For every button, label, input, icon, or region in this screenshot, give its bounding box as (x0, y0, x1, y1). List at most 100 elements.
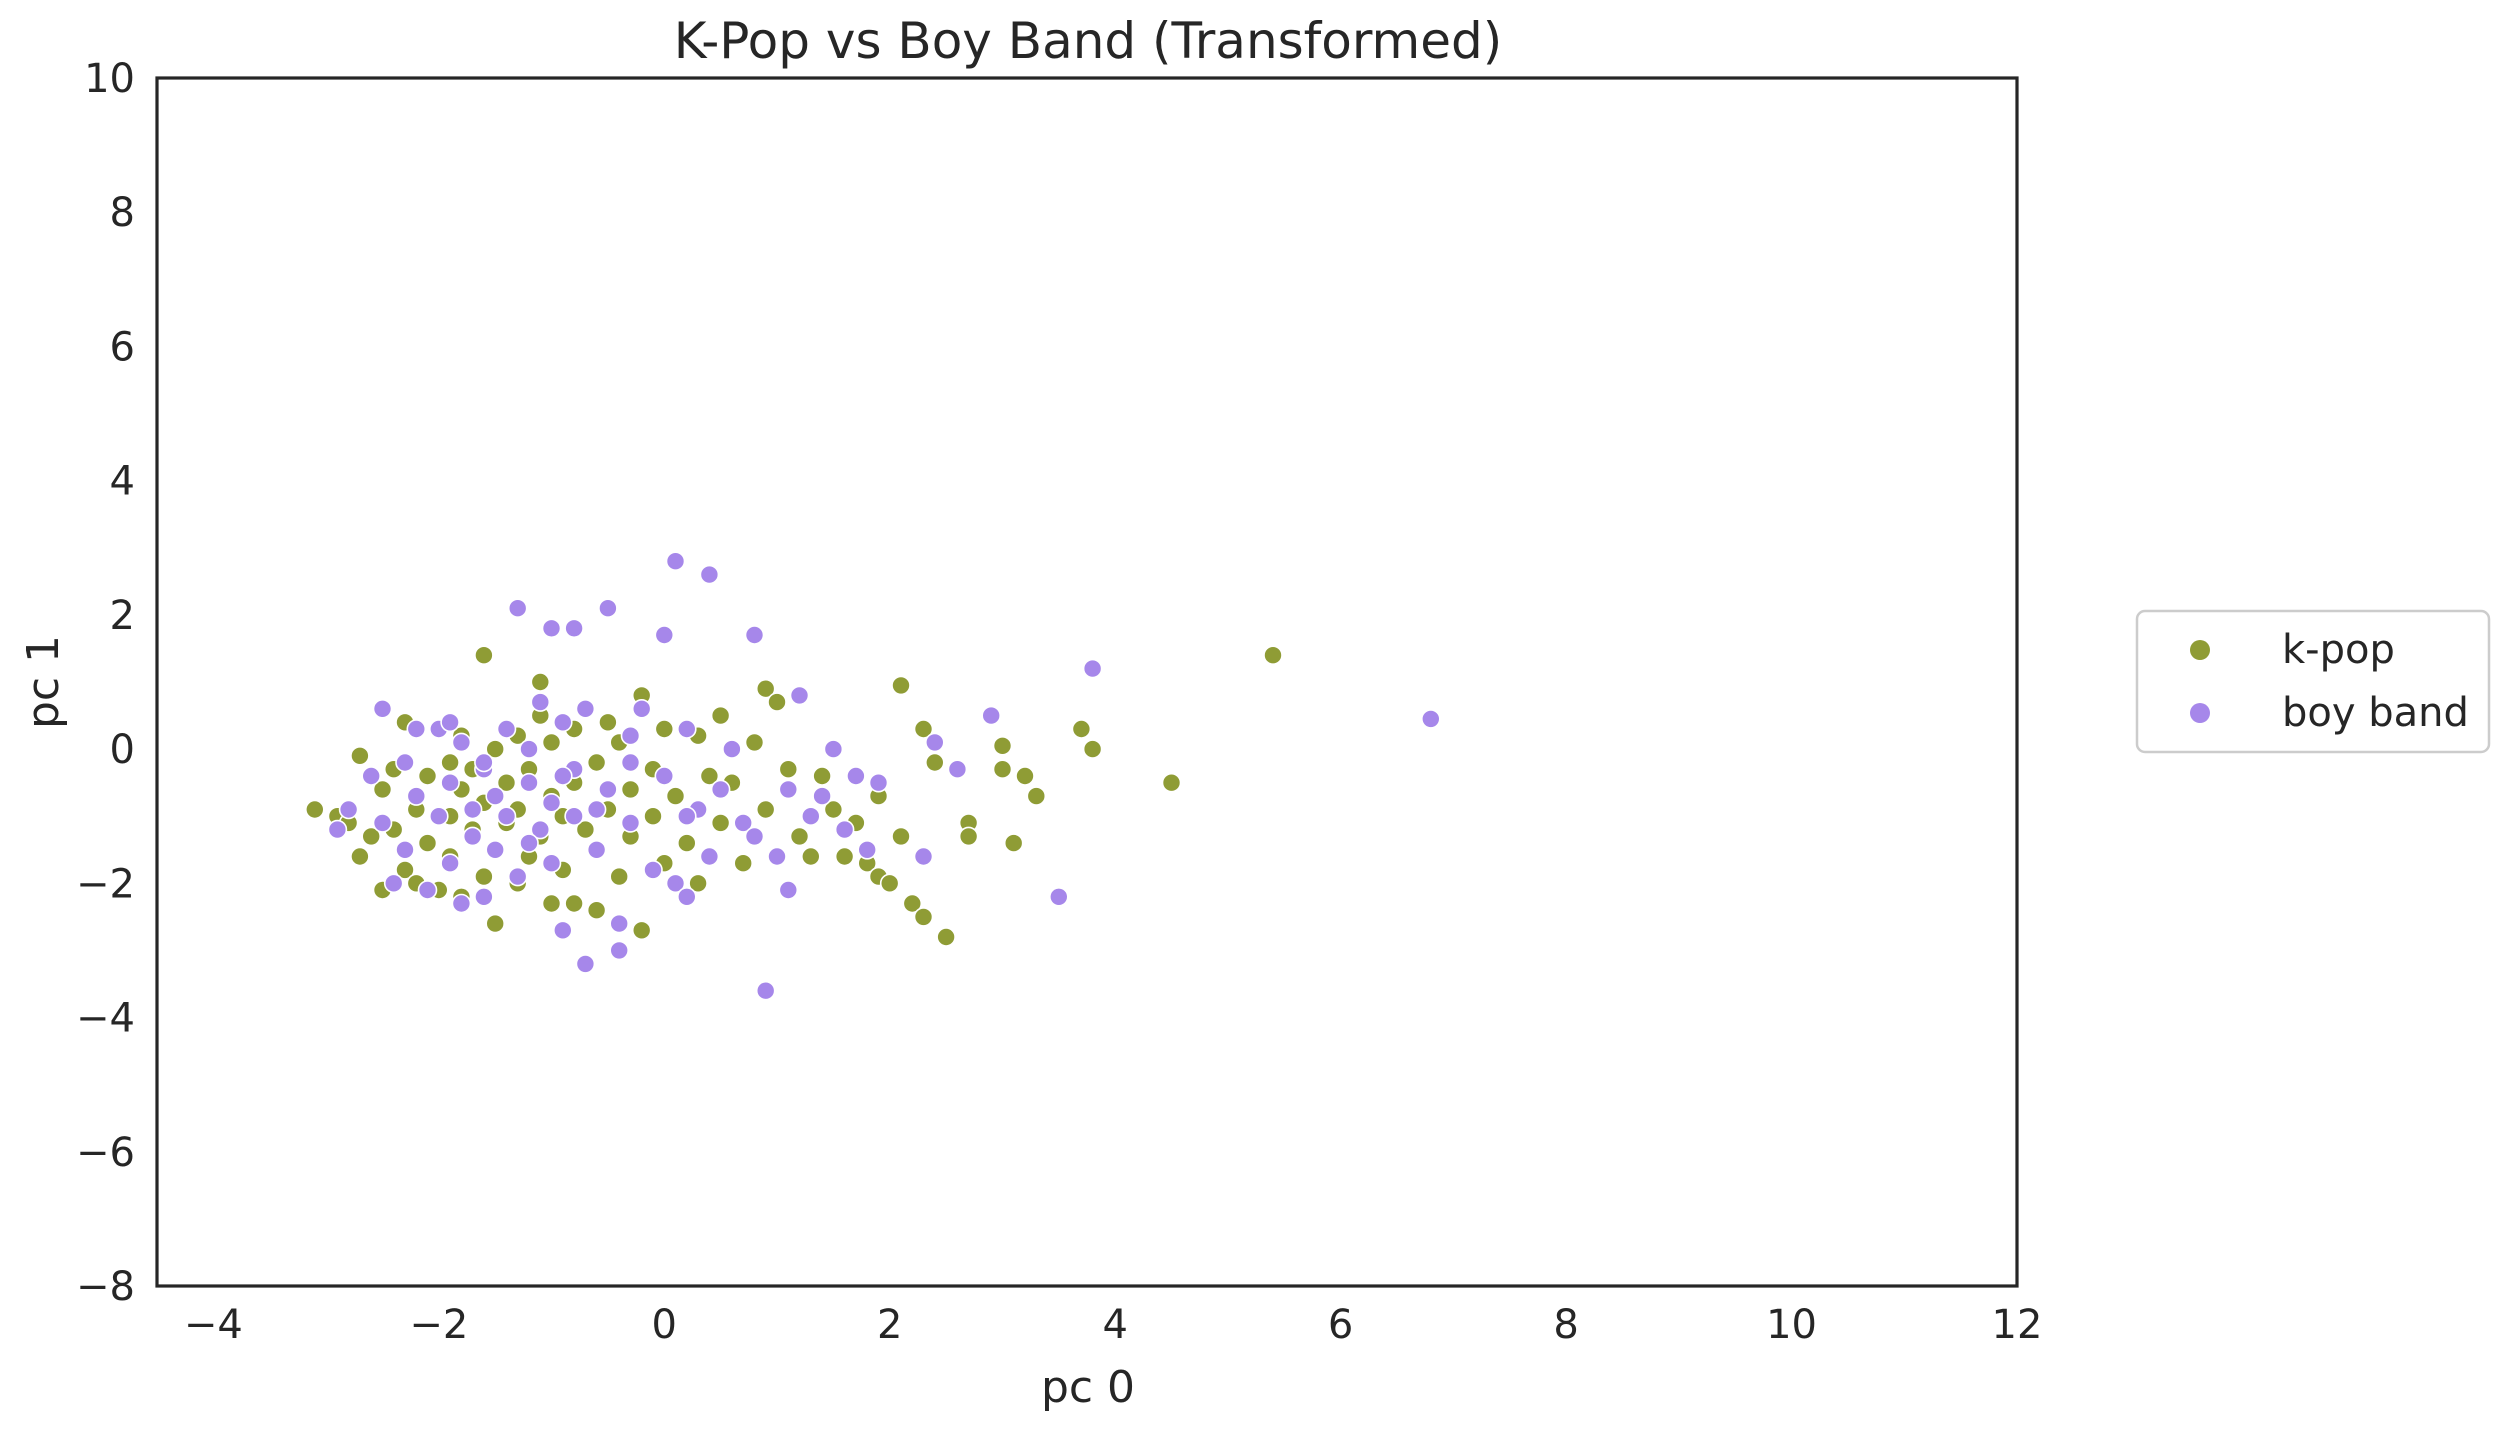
data-point (778, 779, 799, 800)
data-point (879, 873, 900, 894)
data-point (395, 860, 415, 880)
data-point (846, 766, 866, 786)
data-point (440, 752, 460, 773)
data-point (676, 833, 697, 853)
data-point (1082, 658, 1103, 679)
data-point (891, 675, 911, 696)
data-point (541, 893, 562, 914)
legend-box (2135, 609, 2491, 754)
data-point (519, 833, 539, 853)
data-point (699, 846, 720, 867)
data-point (620, 779, 641, 800)
data-point (395, 839, 415, 860)
chart-title: K-Pop vs Boy Band (Transformed) (674, 12, 1503, 70)
data-point (474, 752, 494, 773)
x-tick-label: 8 (1553, 1302, 1578, 1348)
data-point (598, 712, 618, 733)
x-tick-label: 12 (1992, 1302, 2043, 1348)
data-point (440, 772, 460, 793)
data-point (417, 766, 438, 786)
data-point (733, 853, 754, 874)
legend-label-kpop: k-pop (2282, 627, 2395, 673)
data-point (361, 766, 382, 786)
data-point (575, 698, 596, 719)
data-point (620, 752, 641, 773)
data-point (992, 759, 1013, 780)
data-point (654, 625, 675, 645)
data-point (710, 779, 731, 800)
data-point (496, 772, 517, 793)
data-point (361, 826, 382, 847)
x-tick-label: 6 (1328, 1302, 1353, 1348)
data-point (789, 685, 810, 706)
data-point (665, 786, 686, 806)
data-point (924, 752, 945, 773)
data-point (451, 893, 472, 914)
data-point (958, 826, 979, 847)
data-point (327, 819, 348, 840)
data-point (564, 806, 584, 827)
data-point (992, 735, 1013, 756)
data-point (924, 732, 945, 753)
data-point (552, 766, 573, 786)
data-point (496, 806, 517, 827)
data-point (857, 839, 878, 860)
x-axis-ticks: −4 −2 0 2 4 6 8 10 12 (184, 1302, 2043, 1348)
data-point (372, 813, 393, 833)
data-point (552, 920, 573, 941)
data-point (485, 839, 506, 860)
data-point (474, 886, 494, 907)
data-point (620, 725, 641, 746)
y-tick-label: −6 (76, 1130, 135, 1176)
x-tick-label: 2 (877, 1302, 902, 1348)
data-point (812, 786, 832, 806)
data-point (541, 618, 562, 639)
data-point (586, 839, 607, 860)
data-point (586, 799, 607, 820)
x-tick-label: −4 (184, 1302, 243, 1348)
data-point (586, 752, 607, 773)
data-point (654, 719, 675, 739)
data-point (519, 772, 539, 793)
data-point (755, 678, 776, 699)
data-point (598, 598, 618, 619)
data-point (676, 886, 697, 907)
data-point (1049, 886, 1069, 907)
data-point (462, 799, 483, 820)
data-point (406, 786, 427, 806)
data-point (564, 893, 584, 914)
data-point (913, 719, 934, 739)
data-point (789, 826, 810, 847)
data-point (338, 799, 359, 820)
data-point (440, 712, 460, 733)
data-point (800, 846, 821, 867)
legend: k-pop boy band (2135, 609, 2491, 754)
data-point (417, 833, 438, 853)
data-point (755, 980, 776, 1001)
data-point (350, 846, 370, 867)
legend-marker-kpop (2190, 640, 2210, 660)
data-point (474, 866, 494, 887)
data-point (462, 826, 483, 847)
data-point (586, 900, 607, 921)
data-point (778, 880, 799, 900)
y-tick-label: 10 (84, 56, 135, 102)
data-point (834, 846, 855, 867)
data-point (552, 712, 573, 733)
data-point (631, 920, 652, 941)
data-point (688, 873, 708, 894)
data-point (981, 705, 1002, 726)
data-point (665, 873, 686, 894)
y-tick-label: 0 (110, 727, 135, 773)
data-point (620, 813, 641, 833)
x-tick-label: 4 (1102, 1302, 1127, 1348)
data-point (474, 645, 494, 666)
x-axis-label: pc 0 (1041, 1362, 1135, 1413)
data-point (609, 866, 630, 887)
data-point (1082, 739, 1103, 759)
data-point (823, 799, 844, 820)
series-boy-band (327, 551, 1441, 1001)
data-point (372, 698, 393, 719)
data-point (350, 745, 370, 766)
